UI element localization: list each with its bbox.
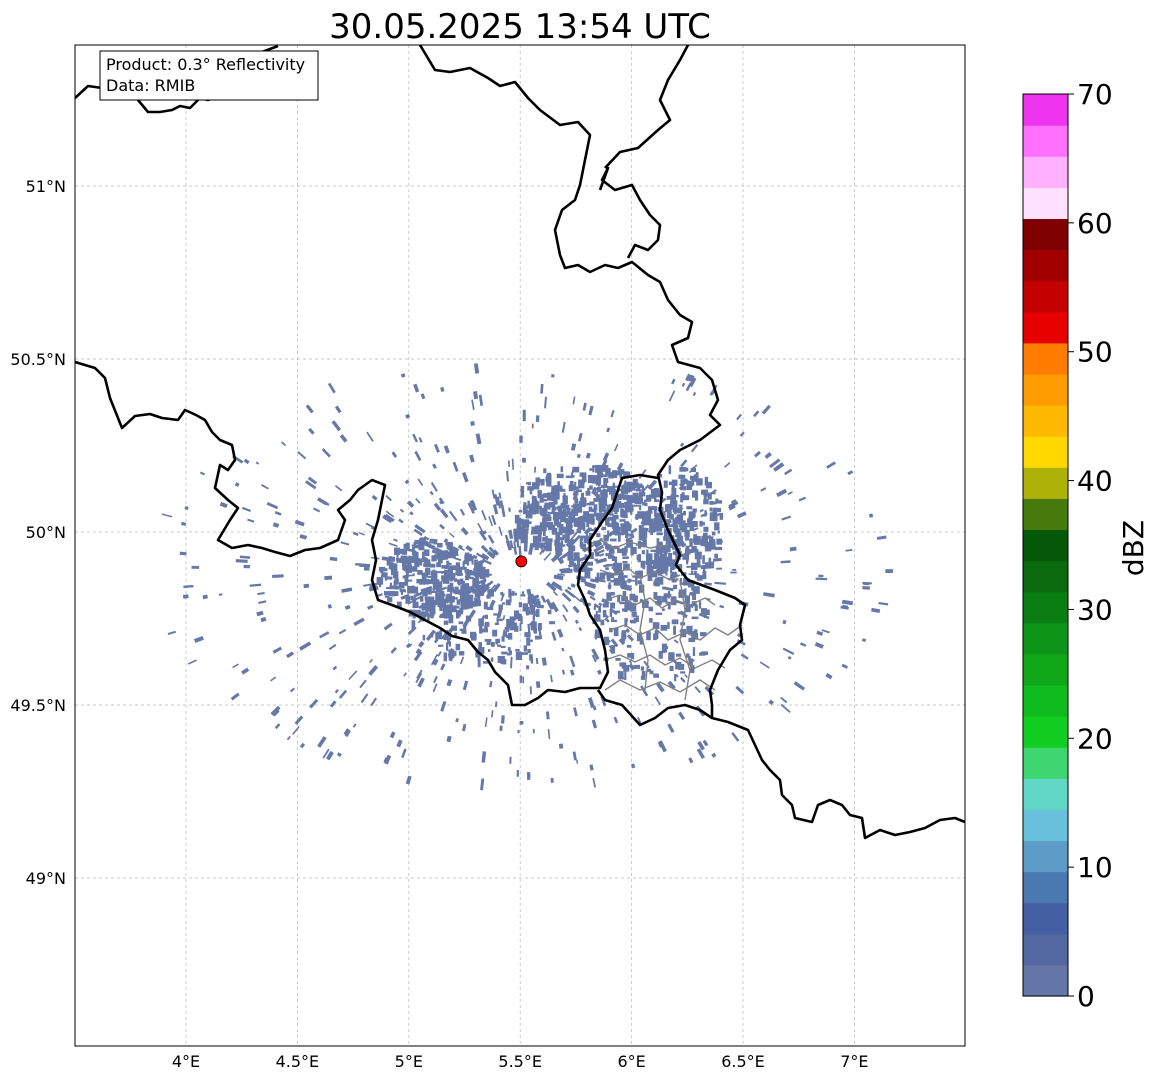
colorbar-segment [1023, 902, 1068, 935]
colorbar-segment [1023, 716, 1068, 748]
colorbar-segment [1023, 342, 1068, 375]
lon-tick-label: 5.5°E [498, 1052, 542, 1071]
map-area [75, 45, 965, 1046]
colorbar-tick-labels: 0 10 20 30 40 50 60 70 [1068, 78, 1113, 1013]
canton-border-3 [604, 594, 716, 609]
colorbar-segment [1023, 125, 1068, 157]
colorbar-segment [1023, 467, 1068, 499]
colorbar-segment [1023, 280, 1068, 313]
lat-tick-label: 49.5°N [10, 696, 66, 715]
colorbar-tick-label: 0 [1077, 980, 1095, 1013]
colorbar-label: dBZ [1117, 520, 1150, 576]
colorbar-segment [1023, 405, 1068, 437]
info-product: Product: 0.3° Reflectivity [106, 55, 305, 74]
colorbar-tick-label: 60 [1077, 207, 1113, 240]
limburg-border-north [604, 45, 690, 169]
colorbar-segment [1023, 622, 1068, 655]
colorbar-segment [1023, 560, 1068, 593]
colorbar-tick-label: 10 [1077, 851, 1113, 884]
lon-tick-label: 5°E [395, 1052, 423, 1071]
colorbar-segment [1023, 778, 1068, 810]
colorbar-segment [1023, 156, 1068, 188]
lat-tick-label: 50°N [26, 523, 66, 542]
canton-border-1 [587, 539, 669, 549]
colorbar-segment [1023, 436, 1068, 468]
colorbar-segment [1023, 218, 1068, 251]
colorbar-segment [1023, 840, 1068, 873]
info-box-frame [99, 50, 319, 101]
lon-tick-label: 4.5°E [276, 1052, 320, 1071]
colorbar-segment [1023, 529, 1068, 562]
latitude-tick-labels: 49°N 49.5°N 50°N 50.5°N 51°N [10, 177, 66, 888]
canton-border-7 [639, 574, 649, 691]
lon-tick-label: 6.5°E [721, 1052, 765, 1071]
canton-border-4 [609, 624, 743, 641]
canton-border-5 [604, 654, 726, 669]
colorbar-segment [1023, 747, 1068, 779]
colorbar-tick-label: 20 [1077, 722, 1113, 755]
canton-border-6 [604, 679, 716, 693]
colorbar [1022, 93, 1069, 997]
inner-region-borders [587, 539, 743, 701]
lat-tick-label: 49°N [26, 869, 66, 888]
lu-fr-border [596, 689, 965, 840]
colorbar-segment [1023, 684, 1068, 717]
colorbar-segment [1023, 871, 1068, 904]
lon-tick-label: 7°E [840, 1052, 868, 1071]
colorbar-tick-label: 40 [1077, 465, 1113, 498]
fr-be-border-west [75, 360, 659, 707]
info-box: Product: 0.3° Reflectivity Data: RMIB [99, 50, 319, 101]
canton-border-8 [679, 579, 691, 701]
colorbar-frame [1022, 93, 1069, 997]
lat-tick-label: 50.5°N [10, 350, 66, 369]
colorbar-tick-label: 70 [1077, 78, 1113, 111]
map-title: 30.05.2025 13:54 UTC [329, 7, 711, 47]
colorbar-segment [1023, 591, 1068, 624]
nl-be-border [418, 45, 747, 718]
colorbar-segment [1023, 373, 1068, 406]
colorbar-segment [1023, 933, 1068, 966]
colorbar-segment [1023, 94, 1068, 126]
colorbar-segment [1023, 653, 1068, 686]
lon-tick-label: 6°E [617, 1052, 645, 1071]
limburg-border [598, 166, 662, 259]
colorbar-segment [1023, 187, 1068, 220]
info-data-source: Data: RMIB [106, 76, 195, 95]
colorbar-segment [1023, 249, 1068, 282]
colorbar-segment [1023, 311, 1068, 344]
map-frame [74, 44, 966, 1047]
colorbar-tick-label: 30 [1077, 593, 1113, 626]
colorbar-tick-label: 50 [1077, 336, 1113, 369]
lon-tick-label: 4°E [172, 1052, 200, 1071]
longitude-tick-labels: 4°E 4.5°E 5°E 5.5°E 6°E 6.5°E 7°E [172, 1052, 869, 1071]
colorbar-segment [1023, 809, 1068, 842]
colorbar-segment [1023, 498, 1068, 531]
radar-echoes [161, 363, 893, 791]
radar-site-marker [515, 555, 528, 568]
colorbar-segment [1023, 964, 1068, 997]
lat-tick-label: 51°N [26, 177, 66, 196]
